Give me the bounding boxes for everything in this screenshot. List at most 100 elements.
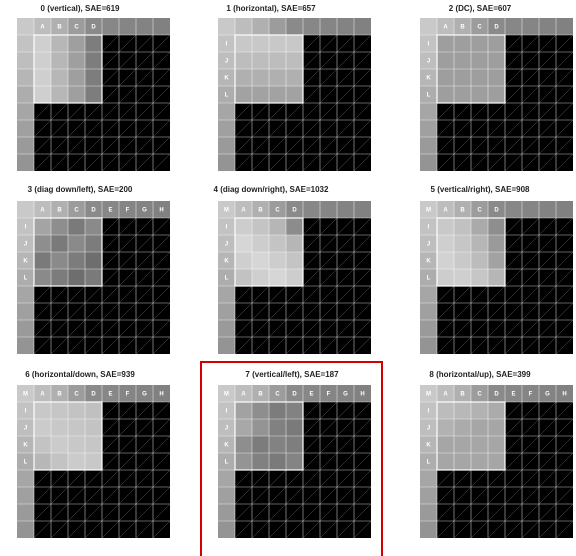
top-reference-cell xyxy=(68,18,85,35)
top-reference-cell xyxy=(354,201,371,218)
top-label: F xyxy=(327,392,331,398)
top-reference-cell xyxy=(68,385,85,402)
left-reference-cell xyxy=(17,154,34,171)
top-reference-cell xyxy=(303,385,320,402)
left-reference-cell xyxy=(17,103,34,120)
prediction-mode-panel-8: M A B C D E F G H I J K L xyxy=(420,385,573,538)
left-label: K xyxy=(23,443,28,449)
top-reference-cell xyxy=(454,385,471,402)
top-reference-cell xyxy=(454,201,471,218)
left-label: I xyxy=(428,42,430,48)
top-label: H xyxy=(360,392,364,398)
prediction-grid: M A B C D E F G H I J K L xyxy=(17,385,170,538)
left-reference-cell xyxy=(420,235,437,252)
predicted-block xyxy=(437,402,505,470)
left-reference-cell xyxy=(17,235,34,252)
top-label: B xyxy=(57,392,62,398)
corner-label: M xyxy=(224,392,229,398)
top-label: C xyxy=(275,208,280,214)
top-label: H xyxy=(562,392,566,398)
top-reference-cell xyxy=(488,18,505,35)
selected-mode-highlight xyxy=(200,361,383,556)
left-reference-cell xyxy=(17,269,34,286)
left-reference-cell xyxy=(218,337,235,354)
top-label: E xyxy=(108,208,112,214)
left-label: I xyxy=(25,409,27,415)
top-label: B xyxy=(57,208,62,214)
panel-title-2: 2 (DC), SAE=607 xyxy=(448,4,512,13)
top-label: C xyxy=(477,208,482,214)
top-reference-cell xyxy=(354,18,371,35)
top-label: H xyxy=(159,208,163,214)
top-reference-cell xyxy=(269,18,286,35)
left-label: I xyxy=(226,42,228,48)
left-reference-cell xyxy=(420,320,437,337)
panel-title-0: 0 (vertical), SAE=619 xyxy=(40,4,120,13)
top-reference-cell xyxy=(505,385,522,402)
left-reference-cell xyxy=(17,137,34,154)
top-label: B xyxy=(258,208,263,214)
corner-label: M xyxy=(224,208,229,214)
top-reference-cell xyxy=(303,201,320,218)
top-reference-cell xyxy=(17,385,34,402)
left-reference-cell xyxy=(17,69,34,86)
left-label: L xyxy=(24,460,28,466)
left-reference-cell xyxy=(218,218,235,235)
top-reference-cell xyxy=(252,201,269,218)
top-reference-cell xyxy=(337,201,354,218)
left-label: L xyxy=(427,460,431,466)
left-label: K xyxy=(23,259,28,265)
top-reference-cell xyxy=(354,385,371,402)
left-reference-cell xyxy=(218,286,235,303)
top-reference-cell xyxy=(68,201,85,218)
left-reference-cell xyxy=(17,303,34,320)
left-label: J xyxy=(427,59,430,65)
top-reference-cell xyxy=(522,385,539,402)
left-reference-cell xyxy=(17,86,34,103)
top-reference-cell xyxy=(153,18,170,35)
left-reference-cell xyxy=(420,35,437,52)
top-reference-cell xyxy=(269,385,286,402)
left-reference-cell xyxy=(17,218,34,235)
corner-label: M xyxy=(426,392,431,398)
top-reference-cell xyxy=(454,18,471,35)
prediction-grid: A B C D I J K L xyxy=(420,18,573,171)
prediction-grid: M A B C D E F G H I J K L xyxy=(218,385,371,538)
left-label: K xyxy=(426,76,431,82)
top-label: D xyxy=(494,392,499,398)
top-reference-cell xyxy=(522,18,539,35)
left-reference-cell xyxy=(218,137,235,154)
top-label: D xyxy=(292,392,297,398)
left-reference-cell xyxy=(420,218,437,235)
left-reference-cell xyxy=(420,252,437,269)
prediction-mode-panel-0: A B C D xyxy=(17,18,170,171)
prediction-grid: A B C D xyxy=(17,18,170,171)
left-reference-cell xyxy=(218,120,235,137)
top-reference-cell xyxy=(303,18,320,35)
prediction-mode-panel-1: I J K L xyxy=(218,18,371,171)
top-reference-cell xyxy=(286,385,303,402)
predicted-block xyxy=(34,402,102,470)
top-reference-cell xyxy=(286,201,303,218)
top-label: G xyxy=(343,392,348,398)
left-reference-cell xyxy=(420,402,437,419)
top-reference-cell xyxy=(337,18,354,35)
predicted-block xyxy=(34,218,102,286)
predicted-block xyxy=(34,35,102,103)
left-reference-cell xyxy=(218,303,235,320)
left-label: L xyxy=(24,276,28,282)
left-label: K xyxy=(426,443,431,449)
top-reference-cell xyxy=(471,385,488,402)
left-label: J xyxy=(427,242,430,248)
left-label: L xyxy=(427,93,431,99)
left-label: L xyxy=(225,93,229,99)
top-reference-cell xyxy=(337,385,354,402)
top-reference-cell xyxy=(34,201,51,218)
left-reference-cell xyxy=(17,419,34,436)
predicted-block xyxy=(235,35,303,103)
top-reference-cell xyxy=(17,201,34,218)
left-reference-cell xyxy=(17,52,34,69)
top-reference-cell xyxy=(85,18,102,35)
corner-label: M xyxy=(426,208,431,214)
left-reference-cell xyxy=(218,52,235,69)
